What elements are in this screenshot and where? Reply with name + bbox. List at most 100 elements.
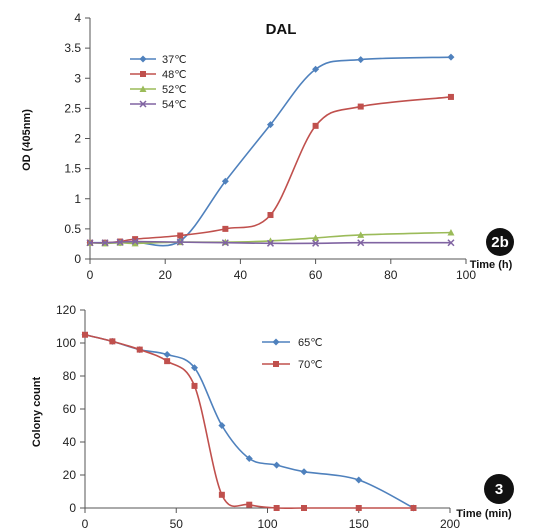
chart1-y-tick-label: 2.5 — [64, 101, 81, 115]
chart2-series-2-point — [109, 338, 116, 345]
chart2-series-2 — [82, 331, 417, 511]
chart2-series-1-point — [218, 422, 226, 429]
chart2-legend-swatch-marker — [272, 338, 280, 346]
chart1-x-tick-label: 20 — [159, 268, 173, 282]
chart1-x-axis-label: Time (h) — [470, 259, 513, 271]
chart1-y-tick-label: 4 — [74, 11, 81, 25]
chart1-legend-swatch-marker — [140, 71, 146, 77]
chart1-series-4-point-stroke — [116, 238, 124, 246]
chart1-series-2-point — [312, 122, 319, 129]
chart2-series-2-point — [273, 505, 280, 511]
chart1-series-4-point-stroke — [221, 239, 229, 247]
chart1-legend: 37℃ 48℃ 52℃ 54℃ — [130, 54, 187, 111]
chart2-y-tick-label: 0 — [69, 501, 76, 515]
chart2-figure-badge: 3 — [484, 474, 514, 504]
chart2-series-1-point — [355, 476, 363, 484]
chart1-series-2-point — [447, 93, 454, 100]
chart2-legend-label: 65℃ — [298, 337, 323, 349]
chart1-series-2-point — [222, 225, 229, 232]
chart2-series-2-point — [82, 331, 88, 338]
chart2-x-tick-label: 200 — [440, 517, 460, 530]
chart2-y-tick-label: 60 — [63, 402, 77, 416]
chart1-series-3-point — [357, 231, 365, 238]
chart1-x-tick-label: 0 — [87, 268, 94, 282]
chart1-series-4-point-stroke — [266, 239, 275, 247]
chart2-group: 0 20 40 60 80 100 120 0 50 100 150 200 Colony count T… — [31, 303, 514, 530]
chart1-legend-item: 52℃ — [130, 84, 187, 96]
chart1-legend-label: 48℃ — [162, 69, 187, 81]
chart1-y-tick-label: 3.5 — [64, 41, 81, 55]
chart1-series-4-point — [357, 239, 365, 247]
chart1-series-4-point — [101, 239, 109, 247]
chart1-series-1-point — [266, 121, 274, 129]
chart1-y-axis-label: OD (405nm) — [21, 109, 33, 171]
chart1-series-1-point — [312, 65, 320, 73]
chart1-y-tick-label: 0.5 — [64, 222, 81, 236]
chart1-y-tick-label: 2 — [74, 132, 81, 146]
chart1-series-4-line — [89, 240, 451, 245]
chart2-x-tick-label: 150 — [349, 517, 369, 530]
chart1-series-2 — [87, 93, 454, 246]
chart2-badge-label: 3 — [495, 481, 503, 498]
chart1-series-4-point-stroke — [447, 239, 455, 247]
chart2-legend: 65℃ 70℃ — [262, 337, 323, 371]
chart1-series-4-point — [221, 239, 229, 247]
chart1-series-4-point — [86, 239, 94, 247]
chart2-series-1 — [81, 331, 417, 512]
chart2-x-tick-label: 0 — [82, 517, 89, 530]
chart1-legend-swatch-marker — [139, 55, 147, 63]
chart2-y-tick-label: 20 — [63, 468, 77, 482]
chart1-series-4-point-stroke — [312, 239, 320, 247]
chart1-legend-label: 52℃ — [162, 84, 187, 96]
chart1-series-4-point — [266, 239, 275, 247]
chart1-y-tick-label: 1 — [74, 192, 81, 206]
chart1-series-3-point — [131, 239, 139, 247]
chart1-x-tick-label: 100 — [456, 268, 476, 282]
chart2-series-1-point — [163, 351, 171, 359]
chart1-x-tick-label: 40 — [234, 268, 248, 282]
chart2-series-1-point — [300, 468, 308, 476]
chart2-x-tick-label: 50 — [170, 517, 184, 530]
chart1-legend-item: 48℃ — [130, 69, 187, 81]
chart2-series-2-point — [355, 505, 362, 511]
chart2-series-2-line — [84, 333, 414, 510]
chart1-legend-item: 54℃ — [130, 99, 187, 111]
chart2-legend-label: 70℃ — [298, 359, 323, 371]
chart2-series-2-point — [301, 505, 307, 511]
chart1-legend-swatch-marker — [139, 100, 147, 108]
chart1-series-4-point-stroke — [101, 239, 109, 247]
chart1-badge-circle — [486, 228, 514, 256]
chart1-series-2-point — [267, 212, 274, 219]
chart1-legend-label: 37℃ — [162, 54, 187, 66]
chart2-badge-circle — [484, 474, 514, 504]
chart1-figure-badge: 2b — [486, 228, 514, 256]
chart1-series-4-point-stroke — [357, 239, 365, 247]
chart2-x-tick-label: 100 — [257, 517, 277, 530]
chart2-y-tick-label: 120 — [56, 303, 76, 317]
chart2-series-2-point — [164, 358, 171, 365]
chart1-legend-label: 54℃ — [162, 99, 187, 111]
chart1-series-2-line — [89, 96, 452, 244]
chart1-title: DAL — [266, 21, 297, 38]
chart2-x-axis-label: Time (min) — [456, 508, 512, 520]
chart1-badge-label: 2b — [491, 234, 509, 251]
chart1-legend-swatch-marker-stroke — [139, 100, 147, 108]
chart1-x-tick-label: 80 — [384, 268, 398, 282]
chart2-series-1-point — [245, 455, 253, 462]
chart1-series-4-point — [131, 237, 139, 246]
chart1-y-tick-label: 3 — [74, 71, 81, 85]
chart1-series-4-point — [447, 239, 455, 247]
chart1-legend-item: 37℃ — [130, 54, 187, 66]
chart2-series-2-point — [191, 382, 198, 389]
chart2-y-tick-label: 80 — [63, 369, 77, 383]
chart2-series-2-point — [410, 505, 417, 511]
chart2-y-tick-label: 100 — [56, 336, 76, 350]
chart1-series-4-point-stroke — [131, 237, 139, 246]
chart1-series-1-point — [357, 56, 365, 64]
chart2-series-1-point — [191, 364, 198, 372]
chart1-series-4-point — [176, 238, 184, 246]
chart2-legend-item: 70℃ — [262, 359, 323, 371]
chart1-series-3-point — [447, 228, 455, 236]
